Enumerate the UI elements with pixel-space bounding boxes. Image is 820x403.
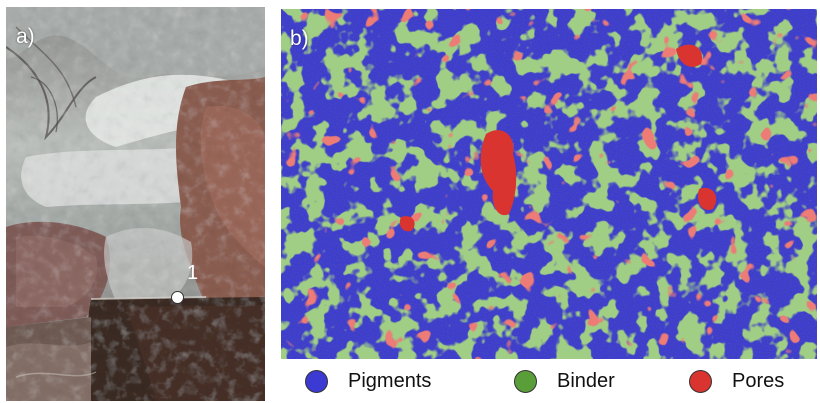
pigments-swatch-icon	[305, 369, 328, 393]
legend: Pigments Binder Pores	[281, 361, 817, 401]
painting-texture-image	[6, 7, 265, 401]
pores-swatch-icon	[689, 369, 712, 393]
legend-item-pores: Pores	[689, 367, 784, 395]
legend-label: Binder	[557, 369, 615, 392]
legend-label: Pigments	[348, 369, 432, 392]
panel-a-label: a)	[16, 25, 35, 48]
panel-b-label: b)	[290, 27, 309, 50]
legend-item-binder: Binder	[514, 367, 615, 395]
legend-label: Pores	[732, 369, 785, 392]
painting-detail-photo: a) 1	[6, 7, 265, 401]
sample-point-marker	[171, 291, 184, 304]
binder-swatch-icon	[514, 369, 537, 393]
sample-point-label: 1	[187, 262, 199, 284]
segmentation-map-image	[281, 9, 817, 359]
segmentation-map: b)	[281, 9, 817, 359]
legend-item-pigments: Pigments	[305, 367, 431, 395]
